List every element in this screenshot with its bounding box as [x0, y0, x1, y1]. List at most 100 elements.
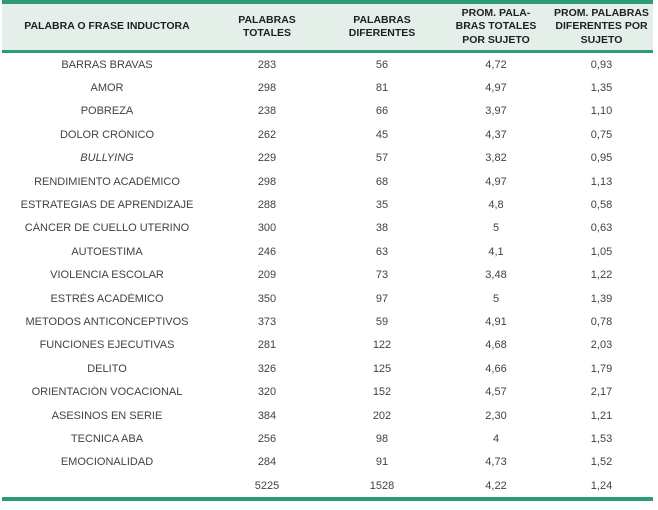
- row-label: FUNCIONES EJECUTIVAS: [39, 339, 175, 352]
- cell: 0,95: [590, 152, 613, 165]
- cell: 284: [257, 456, 277, 469]
- table-row: DOLOR CRÓNICO 262 45 4,37 0,75: [2, 123, 653, 146]
- column-header-palabra-o-frase-inductora: PALABRA O FRASE INDUCTORA: [24, 20, 190, 33]
- cell: 4,91: [485, 315, 507, 328]
- cell: 4,57: [485, 386, 507, 399]
- table-row: ESTRÉS ACADÉMICO 350 97 5 1,39: [2, 287, 653, 310]
- cell: 320: [257, 386, 277, 399]
- cell: 350: [257, 292, 277, 305]
- cell: 5: [492, 292, 500, 305]
- cell: 3,97: [485, 105, 507, 118]
- row-label: POBREZA: [80, 105, 134, 118]
- cell: 1,10: [590, 105, 613, 118]
- row-label: ESTRATEGIAS DE APRENDIZAJE: [20, 199, 194, 212]
- cell: 73: [375, 269, 389, 282]
- cell: 246: [257, 245, 277, 258]
- cell: 4,8: [488, 199, 504, 212]
- cell: 1,24: [590, 479, 613, 492]
- cell: 4: [492, 432, 500, 445]
- table-row: ORIENTACIÓN VOCACIONAL 320 152 4,57 2,17: [2, 380, 653, 403]
- cell: 262: [257, 128, 277, 141]
- cell: 4,72: [485, 58, 507, 71]
- row-label: ORIENTACIÓN VOCACIONAL: [31, 386, 183, 399]
- table-row: POBREZA 238 66 3,97 1,10: [2, 100, 653, 123]
- table-row: FUNCIONES EJECUTIVAS 281 122 4,68 2,03: [2, 334, 653, 357]
- cell: 1,79: [590, 362, 613, 375]
- cell: 66: [375, 105, 389, 118]
- cell: 4,68: [485, 339, 507, 352]
- cell: 3,48: [485, 269, 507, 282]
- cell: 98: [375, 432, 389, 445]
- cell: 4,97: [485, 175, 507, 188]
- cell: 4,66: [485, 362, 507, 375]
- table-row: VIOLENCIA ESCOLAR 209 73 3,48 1,22: [2, 264, 653, 287]
- cell: 45: [375, 128, 389, 141]
- cell: 4,1: [488, 245, 504, 258]
- table-row: EMOCIONALIDAD 284 91 4,73 1,52: [2, 451, 653, 474]
- cell: 1,39: [590, 292, 613, 305]
- table-row: DELITO 326 125 4,66 1,79: [2, 357, 653, 380]
- table-row: ESTRATEGIAS DE APRENDIZAJE 288 35 4,8 0,58: [2, 193, 653, 216]
- cell: 298: [257, 175, 277, 188]
- row-label: BULLYING: [80, 152, 134, 165]
- row-label: AMOR: [90, 82, 124, 95]
- cell: 0,75: [590, 128, 613, 141]
- cell: 81: [375, 82, 389, 95]
- table-row: TECNICA ABA 256 98 4 1,53: [2, 427, 653, 450]
- cell: 4,22: [485, 479, 507, 492]
- cell: 63: [375, 245, 389, 258]
- table-row: METODOS ANTICONCEPTIVOS 373 59 4,91 0,78: [2, 310, 653, 333]
- cell: 2,17: [590, 386, 613, 399]
- cell: 0,63: [590, 222, 613, 235]
- column-header-prom-palabras-diferentes-por-sujeto: PROM. PALABRAS DIFERENTES POR SUJETO: [554, 6, 649, 46]
- table-row: ASESINOS EN SERIE 384 202 2,30 1,21: [2, 404, 653, 427]
- cell: 1528: [369, 479, 395, 492]
- cell: 4,97: [485, 82, 507, 95]
- cell: 38: [375, 222, 389, 235]
- cell: 1,05: [590, 245, 613, 258]
- cell: 2,03: [590, 339, 613, 352]
- cell: 326: [257, 362, 277, 375]
- cell: 1,22: [590, 269, 613, 282]
- cell: 288: [257, 199, 277, 212]
- cell: 300: [257, 222, 277, 235]
- cell: 1,52: [590, 456, 613, 469]
- cell: 1,13: [590, 175, 613, 188]
- cell: 152: [372, 386, 392, 399]
- cell: 91: [375, 456, 389, 469]
- table-row: CÁNCER DE CUELLO UTERINO 300 38 5 0,63: [2, 217, 653, 240]
- column-header-palabras-diferentes: PALABRAS DIFERENTES: [348, 13, 416, 39]
- cell: 202: [372, 409, 392, 422]
- cell: 0,78: [590, 315, 613, 328]
- cell: 298: [257, 82, 277, 95]
- row-label: VIOLENCIA ESCOLAR: [50, 269, 164, 282]
- cell: 59: [375, 315, 389, 328]
- totals-row: 5225 1528 4,22 1,24: [2, 474, 653, 497]
- row-label: EMOCIONALIDAD: [60, 456, 154, 469]
- cell: 0,58: [590, 199, 613, 212]
- cell: 209: [257, 269, 277, 282]
- table-row: AUTOESTIMA 246 63 4,1 1,05: [2, 240, 653, 263]
- row-label: DELITO: [87, 362, 127, 375]
- column-header-prom-palabras-totales-por-sujeto: PROM. PALA- BRAS TOTALES POR SUJETO: [455, 6, 537, 46]
- cell: 3,82: [485, 152, 507, 165]
- cell: 56: [375, 58, 389, 71]
- cell: 0,93: [590, 58, 613, 71]
- row-label: ESTRÉS ACADÉMICO: [50, 292, 164, 305]
- cell: 4,73: [485, 456, 507, 469]
- cell: 256: [257, 432, 277, 445]
- row-label: METODOS ANTICONCEPTIVOS: [25, 315, 189, 328]
- cell: 35: [375, 199, 389, 212]
- row-label: CÁNCER DE CUELLO UTERINO: [24, 222, 190, 235]
- cell: 57: [375, 152, 389, 165]
- cell: 1,21: [590, 409, 613, 422]
- cell: 1,35: [590, 82, 613, 95]
- row-label: RENDIMIENTO ACADÉMICO: [34, 175, 180, 188]
- table-row: AMOR 298 81 4,97 1,35: [2, 76, 653, 99]
- row-label: BARRAS BRAVAS: [61, 58, 153, 71]
- cell: 283: [257, 58, 277, 71]
- cell: 68: [375, 175, 389, 188]
- cell: 125: [372, 362, 392, 375]
- cell: 5: [492, 222, 500, 235]
